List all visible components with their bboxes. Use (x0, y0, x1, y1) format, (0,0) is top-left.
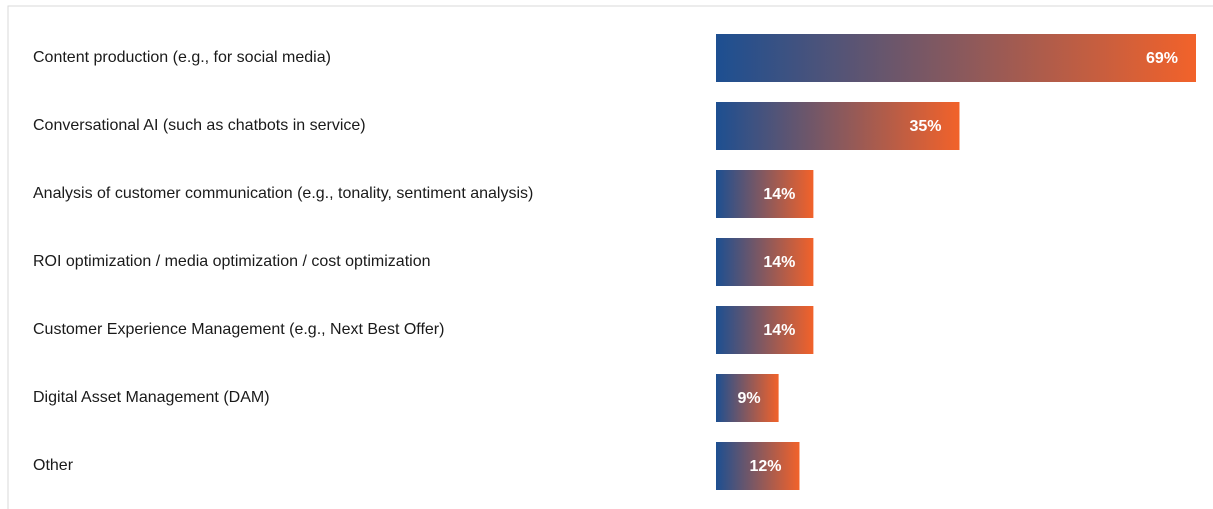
category-label: Content production (e.g., for social med… (33, 49, 331, 66)
bar (716, 442, 800, 490)
frame (7, 5, 1213, 509)
value-label: 35% (909, 118, 941, 135)
category-label: Conversational AI (such as chatbots in s… (33, 117, 366, 134)
bar (716, 306, 814, 354)
bar (716, 102, 960, 150)
category-label: Other (33, 457, 74, 474)
bar (716, 34, 1196, 82)
bar (716, 170, 814, 218)
value-label: 14% (763, 254, 795, 271)
category-label: Analysis of customer communication (e.g.… (33, 185, 533, 202)
value-label: 12% (749, 458, 781, 475)
value-label: 69% (1146, 50, 1178, 67)
category-label: Digital Asset Management (DAM) (33, 389, 270, 406)
value-label: 9% (737, 390, 760, 407)
category-label: Customer Experience Management (e.g., Ne… (33, 321, 444, 338)
value-label: 14% (763, 186, 795, 203)
bar (716, 238, 814, 286)
category-label: ROI optimization / media optimization / … (33, 253, 431, 270)
value-label: 14% (763, 322, 795, 339)
bar (716, 374, 779, 422)
